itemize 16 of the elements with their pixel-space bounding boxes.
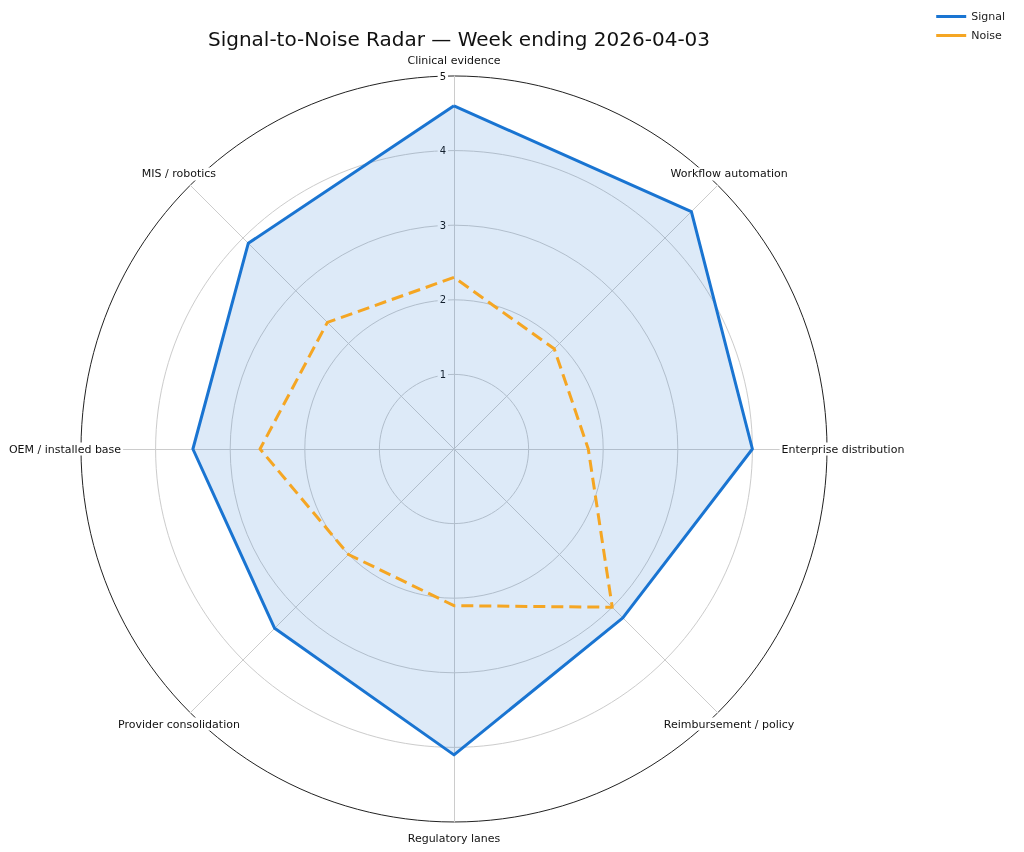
text: Signal-to-Noise Radar — Week ending 2026-04-03 [207, 27, 711, 51]
legend-label: Noise [971, 29, 1002, 42]
spoke-label: Workflow automation [670, 167, 788, 181]
spoke-label: Enterprise distribution [781, 442, 905, 456]
y-tick-label: 1 [439, 368, 446, 380]
y-tick-label: 5 [439, 70, 446, 82]
spoke-label: Provider consolidation [117, 717, 240, 731]
y-tick-label: 4 [439, 145, 446, 157]
y-tick-label: 2 [439, 294, 446, 306]
legend-label: Signal [971, 10, 1006, 23]
spoke-label: Clinical evidence [407, 53, 501, 67]
spoke-label: Regulatory lanes [407, 831, 501, 845]
y-tick-label: 3 [439, 219, 446, 231]
spoke-label: Reimbursement / policy [663, 717, 795, 731]
spoke-label: OEM / installed base [8, 442, 122, 456]
spoke-label: MIS / robotics [141, 167, 217, 181]
